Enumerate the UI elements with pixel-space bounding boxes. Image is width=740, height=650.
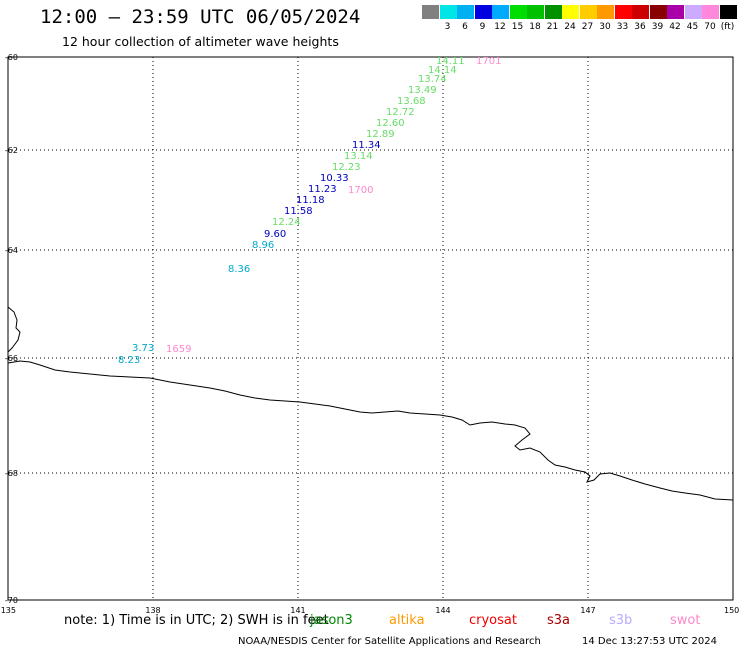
scale-label: 27 xyxy=(581,22,594,32)
wave-height-label: 13.74 xyxy=(418,74,447,85)
scale-swatch xyxy=(684,5,702,19)
satellite-legend-item: s3b xyxy=(609,613,633,628)
longitude-label: 150 xyxy=(724,606,739,615)
latitude-label: -68 xyxy=(5,469,18,478)
scale-swatch xyxy=(527,5,544,19)
wave-height-label: 11.18 xyxy=(296,195,325,206)
longitude-label: 141 xyxy=(290,606,305,615)
scale-label: 45 xyxy=(686,22,699,32)
scale-label: 3 xyxy=(444,22,451,32)
map-subtitle: 12 hour collection of altimeter wave hei… xyxy=(62,34,339,49)
footer-credit: NOAA/NESDIS Center for Satellite Applica… xyxy=(238,636,541,647)
map-frame xyxy=(7,56,734,601)
wave-height-label: 14.14 xyxy=(428,65,457,76)
scale-label: 15 xyxy=(511,22,524,32)
scale-label: 33 xyxy=(616,22,629,32)
scale-label: 39 xyxy=(651,22,664,32)
time-mark: 1700 xyxy=(348,185,373,196)
wave-height-label: 12.60 xyxy=(376,118,405,129)
latitude-labels: -60 -62 -64 -66 -68 -70 xyxy=(5,53,18,605)
latitude-label: -64 xyxy=(5,246,18,255)
longitude-labels: 135 138 141 144 147 150 xyxy=(1,606,740,615)
scale-swatch xyxy=(474,5,492,19)
scale-swatch xyxy=(614,5,632,19)
scale-swatch xyxy=(562,5,579,19)
wave-height-label: 14.11 xyxy=(436,56,465,67)
wave-height-label: 11.58 xyxy=(284,206,313,217)
time-mark: 1659 xyxy=(166,344,191,355)
scale-label: 70 xyxy=(704,22,716,32)
map-title: 12:00 — 23:59 UTC 06/05/2024 xyxy=(40,6,361,28)
longitude-label: 147 xyxy=(580,606,595,615)
latitude-label: -70 xyxy=(5,596,18,605)
latitude-label: -60 xyxy=(5,53,18,62)
satellite-legend-item: jason3 xyxy=(310,613,353,628)
scale-label: 12 xyxy=(494,22,506,32)
note-text: note: 1) Time is in UTC; 2) SWH is in fe… xyxy=(64,613,329,628)
antarctic-coastline xyxy=(7,306,734,501)
scale-label: 9 xyxy=(479,22,486,32)
wave-height-label: 12.24 xyxy=(272,217,301,228)
wave-height-label: 10.33 xyxy=(320,173,349,184)
time-mark: 1701 xyxy=(476,56,501,67)
scale-swatch xyxy=(632,5,649,19)
wave-height-label: 8.96 xyxy=(252,240,274,251)
wave-height-label: 13.68 xyxy=(397,96,426,107)
scale-label: 18 xyxy=(529,22,541,32)
scale-swatch xyxy=(439,5,457,19)
observation-labels: 14.1114.1413.7413.4913.6812.7212.6012.89… xyxy=(118,56,465,366)
latitude-label: -66 xyxy=(5,354,18,363)
graticule xyxy=(8,57,733,600)
longitude-label: 138 xyxy=(145,606,160,615)
wave-height-label: 11.34 xyxy=(352,140,381,151)
scale-swatch xyxy=(422,5,439,19)
longitude-label: 135 xyxy=(1,606,16,615)
wave-height-label: 12.72 xyxy=(386,107,415,118)
footer-timestamp: 14 Dec 13:27:53 UTC 2024 xyxy=(582,636,717,647)
wave-height-label: 11.23 xyxy=(308,184,337,195)
scale-label: 42 xyxy=(669,22,681,32)
longitude-label: 144 xyxy=(435,606,450,615)
scale-swatch xyxy=(667,5,684,19)
satellite-legend-item: swot xyxy=(670,613,701,628)
wave-height-label: 8.23 xyxy=(118,355,140,366)
wave-height-label: 13.14 xyxy=(344,151,373,162)
scale-label: 30 xyxy=(599,22,611,32)
scale-swatch xyxy=(597,5,614,19)
scale-swatch xyxy=(649,5,667,19)
wave-height-label: 12.89 xyxy=(366,129,395,140)
scale-label: 36 xyxy=(634,22,646,32)
scale-swatch xyxy=(544,5,562,19)
scale-swatch xyxy=(579,5,597,19)
satellite-legend-item: altika xyxy=(389,613,425,628)
scale-label: 24 xyxy=(564,22,576,32)
wave-height-label: 3.73 xyxy=(132,343,154,354)
scale-swatch xyxy=(509,5,527,19)
time-marks: 1701 1700 1659 xyxy=(166,56,501,355)
scale-swatch xyxy=(702,5,719,19)
wave-height-label: 9.60 xyxy=(264,229,286,240)
satellite-legend-item: s3a xyxy=(547,613,571,628)
scale-swatch xyxy=(719,5,737,19)
wave-height-label: 13.49 xyxy=(408,85,437,96)
latitude-label: -62 xyxy=(5,146,18,155)
wave-height-label: 8.36 xyxy=(228,264,250,275)
scale-label: 6 xyxy=(462,22,468,32)
scale-label: 21 xyxy=(546,22,559,32)
scale-swatch xyxy=(457,5,474,19)
satellite-legend-item: cryosat xyxy=(469,613,517,628)
scale-swatch xyxy=(492,5,509,19)
wave-height-label: 12.23 xyxy=(332,162,361,173)
scale-label: (ft) xyxy=(720,22,735,32)
